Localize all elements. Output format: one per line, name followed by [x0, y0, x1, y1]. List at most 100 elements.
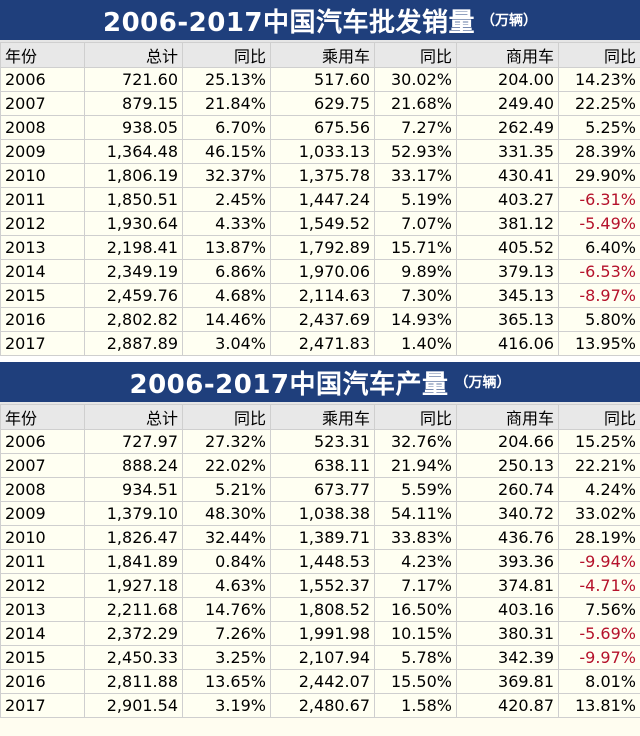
- value-cell: 2,887.89: [84, 331, 183, 356]
- value-cell: 204.66: [456, 429, 559, 454]
- value-cell: 1,379.10: [84, 501, 183, 526]
- value-cell: 934.51: [84, 477, 183, 502]
- column-header: 同比: [182, 404, 271, 430]
- value-cell: 32.44%: [182, 525, 271, 550]
- value-cell: 32.76%: [374, 429, 457, 454]
- value-cell: 10.15%: [374, 621, 457, 646]
- year-cell: 2007: [0, 453, 85, 478]
- column-header: 乘用车: [270, 42, 375, 68]
- value-cell: 1,038.38: [270, 501, 375, 526]
- value-cell: 1,806.19: [84, 163, 183, 188]
- column-header: 年份: [0, 42, 85, 68]
- value-cell: -6.31%: [558, 187, 640, 212]
- table-row: 2012 1,927.18 4.63% 1,552.37 7.17% 374.81 -4.7…: [0, 573, 640, 598]
- column-header: 同比: [558, 42, 640, 68]
- value-cell: 7.07%: [374, 211, 457, 236]
- production-table: 年份 总计 同比 乘用车 同比 商用车 同比 2006 727.97 27.32% 523.31 32…: [0, 404, 640, 718]
- value-cell: 1,991.98: [270, 621, 375, 646]
- value-cell: 380.31: [456, 621, 559, 646]
- value-cell: 2,372.29: [84, 621, 183, 646]
- sales-table-panel: 2006-2017中国汽车批发销量 （万辆） 年份 总计 同比 乘用车 同比 商用车 同比 200…: [0, 0, 640, 356]
- table-row: 2015 2,450.33 3.25% 2,107.94 5.78% 342.39 -9.9…: [0, 645, 640, 670]
- value-cell: 2,107.94: [270, 645, 375, 670]
- year-cell: 2006: [0, 67, 85, 92]
- value-cell: 1.58%: [374, 693, 457, 718]
- value-cell: 369.81: [456, 669, 559, 694]
- value-cell: 5.19%: [374, 187, 457, 212]
- value-cell: 48.30%: [182, 501, 271, 526]
- value-cell: 938.05: [84, 115, 183, 140]
- table-unit: （万辆）: [454, 375, 511, 391]
- value-cell: 2,349.19: [84, 259, 183, 284]
- value-cell: 33.02%: [558, 501, 640, 526]
- column-header: 商用车: [456, 404, 559, 430]
- table-unit: （万辆）: [481, 13, 538, 29]
- value-cell: 3.04%: [182, 331, 271, 356]
- table-row: 2011 1,841.89 0.84% 1,448.53 4.23% 393.36 -9.9…: [0, 549, 640, 574]
- value-cell: 6.70%: [182, 115, 271, 140]
- value-cell: 5.59%: [374, 477, 457, 502]
- value-cell: 7.17%: [374, 573, 457, 598]
- value-cell: 2,480.67: [270, 693, 375, 718]
- table-row: 2016 2,811.88 13.65% 2,442.07 15.50% 369.81 8.…: [0, 669, 640, 694]
- value-cell: 1,841.89: [84, 549, 183, 574]
- table-row: 2007 888.24 22.02% 638.11 21.94% 250.13 22.21%: [0, 453, 640, 478]
- value-cell: 1,447.24: [270, 187, 375, 212]
- table-row: 2009 1,364.48 46.15% 1,033.13 52.93% 331.35 28…: [0, 139, 640, 164]
- value-cell: 430.41: [456, 163, 559, 188]
- year-cell: 2011: [0, 187, 85, 212]
- column-header: 同比: [182, 42, 271, 68]
- value-cell: 14.23%: [558, 67, 640, 92]
- column-header: 同比: [558, 404, 640, 430]
- table-row: 2013 2,211.68 14.76% 1,808.52 16.50% 403.16 7.…: [0, 597, 640, 622]
- value-cell: 14.76%: [182, 597, 271, 622]
- value-cell: 29.90%: [558, 163, 640, 188]
- value-cell: 4.33%: [182, 211, 271, 236]
- table-row: 2008 934.51 5.21% 673.77 5.59% 260.74 4.24%: [0, 477, 640, 502]
- value-cell: 9.89%: [374, 259, 457, 284]
- year-cell: 2007: [0, 91, 85, 116]
- value-cell: 517.60: [270, 67, 375, 92]
- year-cell: 2008: [0, 115, 85, 140]
- value-cell: 5.78%: [374, 645, 457, 670]
- year-cell: 2013: [0, 597, 85, 622]
- column-header: 同比: [374, 404, 457, 430]
- table-row: 2013 2,198.41 13.87% 1,792.89 15.71% 405.52 6.…: [0, 235, 640, 260]
- value-cell: 21.84%: [182, 91, 271, 116]
- value-cell: -5.49%: [558, 211, 640, 236]
- year-cell: 2006: [0, 429, 85, 454]
- table-row: 2014 2,349.19 6.86% 1,970.06 9.89% 379.13 -6.5…: [0, 259, 640, 284]
- value-cell: 1,927.18: [84, 573, 183, 598]
- value-cell: 7.30%: [374, 283, 457, 308]
- value-cell: 6.40%: [558, 235, 640, 260]
- value-cell: 7.27%: [374, 115, 457, 140]
- year-cell: 2012: [0, 211, 85, 236]
- value-cell: 436.76: [456, 525, 559, 550]
- value-cell: 2,450.33: [84, 645, 183, 670]
- value-cell: 2,802.82: [84, 307, 183, 332]
- value-cell: -6.53%: [558, 259, 640, 284]
- value-cell: 2,211.68: [84, 597, 183, 622]
- year-cell: 2010: [0, 525, 85, 550]
- value-cell: 879.15: [84, 91, 183, 116]
- year-cell: 2009: [0, 139, 85, 164]
- value-cell: 405.52: [456, 235, 559, 260]
- value-cell: 15.25%: [558, 429, 640, 454]
- value-cell: 250.13: [456, 453, 559, 478]
- value-cell: 629.75: [270, 91, 375, 116]
- value-cell: 888.24: [84, 453, 183, 478]
- table-row: 2017 2,887.89 3.04% 2,471.83 1.40% 416.06 13.9…: [0, 331, 640, 356]
- value-cell: 523.31: [270, 429, 375, 454]
- table-title-bar: 2006-2017中国汽车批发销量 （万辆）: [0, 0, 640, 42]
- value-cell: -5.69%: [558, 621, 640, 646]
- value-cell: 15.71%: [374, 235, 457, 260]
- value-cell: 1,792.89: [270, 235, 375, 260]
- header-row: 年份 总计 同比 乘用车 同比 商用车 同比: [0, 42, 640, 68]
- value-cell: 420.87: [456, 693, 559, 718]
- value-cell: 25.13%: [182, 67, 271, 92]
- table-row: 2006 727.97 27.32% 523.31 32.76% 204.66 15.25%: [0, 429, 640, 454]
- value-cell: 7.56%: [558, 597, 640, 622]
- table-row: 2009 1,379.10 48.30% 1,038.38 54.11% 340.72 33…: [0, 501, 640, 526]
- value-cell: 33.17%: [374, 163, 457, 188]
- page: 2006-2017中国汽车批发销量 （万辆） 年份 总计 同比 乘用车 同比 商用车 同比 200…: [0, 0, 640, 718]
